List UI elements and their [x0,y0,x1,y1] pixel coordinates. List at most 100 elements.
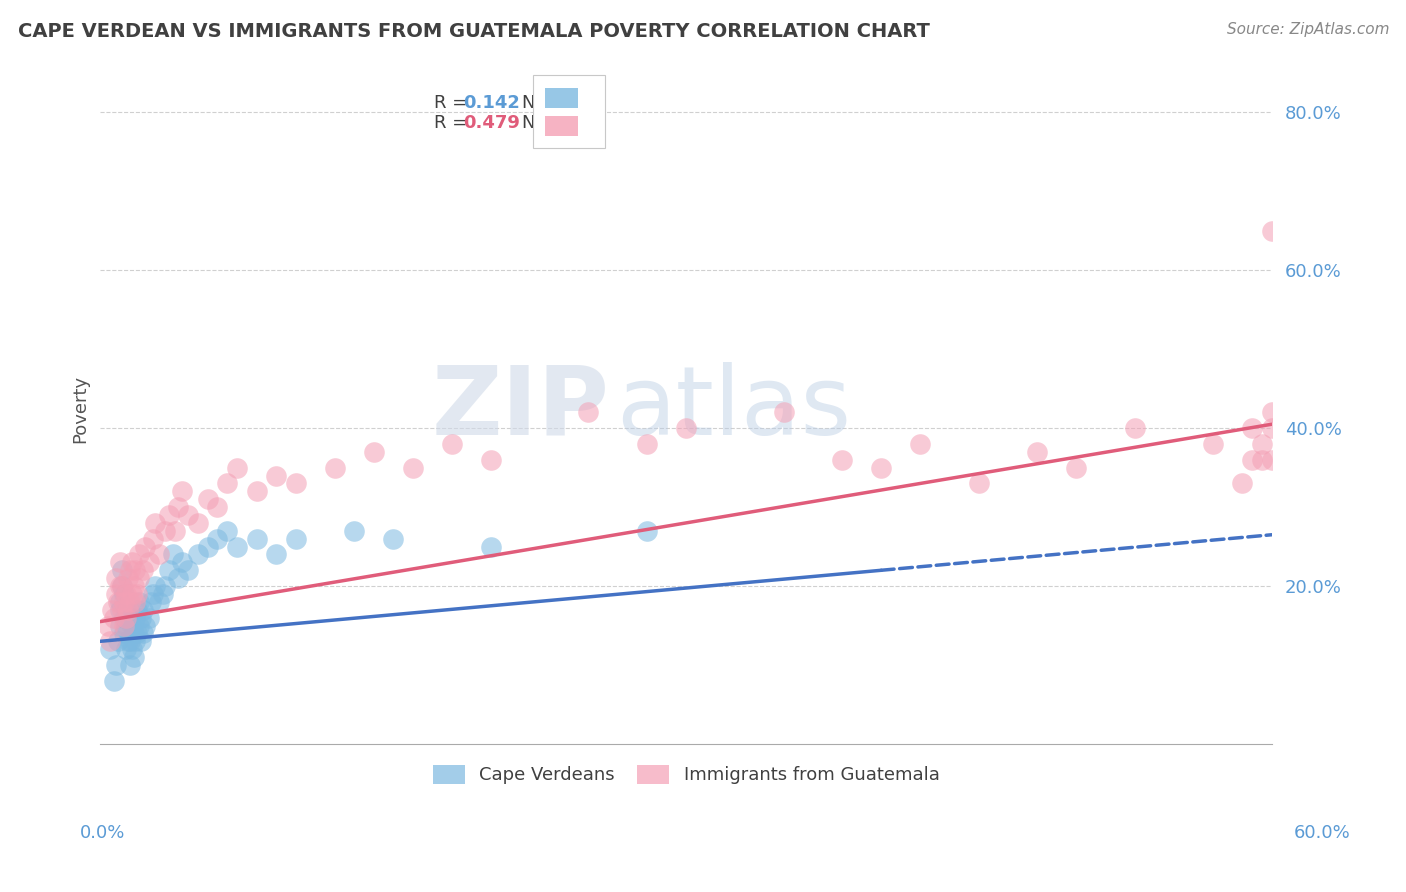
Text: 0.479: 0.479 [464,114,520,132]
Point [134,618,156,632]
Point [124,610,146,624]
Point [127,587,149,601]
Point [1066,460,1088,475]
Point [245,532,267,546]
Point [1241,452,1264,467]
Point [139,595,162,609]
Point [157,508,180,522]
Point [363,445,385,459]
Point [103,673,125,688]
Point [114,610,136,624]
Point [112,610,135,624]
Point [197,492,219,507]
Point [831,452,853,467]
Point [107,595,129,609]
Point [1241,421,1264,435]
Text: N =: N = [522,95,562,112]
Point [578,405,600,419]
Point [167,500,190,515]
Point [143,579,166,593]
Y-axis label: Poverty: Poverty [72,375,89,442]
Point [870,460,893,475]
Point [217,524,239,538]
Text: CAPE VERDEAN VS IMMIGRANTS FROM GUATEMALA POVERTY CORRELATION CHART: CAPE VERDEAN VS IMMIGRANTS FROM GUATEMAL… [18,22,931,41]
Point [114,603,136,617]
Point [108,555,131,569]
Point [111,579,134,593]
Point [112,587,135,601]
Point [967,476,990,491]
Point [121,642,143,657]
Point [107,634,129,648]
Point [117,634,139,648]
Point [108,603,131,617]
Point [118,595,141,609]
Point [114,618,136,632]
Point [128,595,150,609]
Point [111,603,134,617]
Point [117,571,139,585]
Point [128,571,150,585]
Text: Source: ZipAtlas.com: Source: ZipAtlas.com [1226,22,1389,37]
Point [108,595,131,609]
Point [153,524,176,538]
Point [118,658,141,673]
Point [245,484,267,499]
Point [153,579,176,593]
Point [132,626,155,640]
Point [167,571,190,585]
Point [138,610,160,624]
Point [131,634,153,648]
Text: 73: 73 [548,114,572,132]
Point [187,516,209,530]
Point [187,548,209,562]
Point [127,603,149,617]
Point [117,610,139,624]
Point [111,579,134,593]
Point [440,437,463,451]
Point [121,555,143,569]
Point [114,587,136,601]
Point [132,603,155,617]
Point [226,460,249,475]
Point [1260,421,1282,435]
Point [124,634,146,648]
Point [910,437,932,451]
Point [284,532,307,546]
Point [104,571,127,585]
Point [1123,421,1146,435]
Point [112,618,135,632]
Text: 59: 59 [548,95,572,112]
Text: R =: R = [434,114,474,132]
Point [1026,445,1049,459]
Point [177,508,200,522]
Point [197,540,219,554]
Point [98,634,121,648]
Point [142,532,165,546]
Point [479,540,502,554]
Point [97,618,120,632]
Point [207,532,229,546]
Point [177,563,200,577]
Point [143,516,166,530]
Point [172,555,194,569]
Point [128,548,150,562]
Point [118,610,141,624]
Point [138,555,160,569]
Text: N =: N = [522,114,562,132]
Point [264,468,287,483]
Point [157,563,180,577]
Point [122,579,145,593]
Point [108,618,131,632]
Point [128,618,150,632]
Point [111,563,134,577]
Point [122,650,145,665]
Point [284,476,307,491]
Point [172,484,194,499]
Point [118,634,141,648]
Point [121,587,143,601]
Point [207,500,229,515]
Text: 0.142: 0.142 [464,95,520,112]
Text: ZIP: ZIP [432,362,610,455]
Point [323,460,346,475]
